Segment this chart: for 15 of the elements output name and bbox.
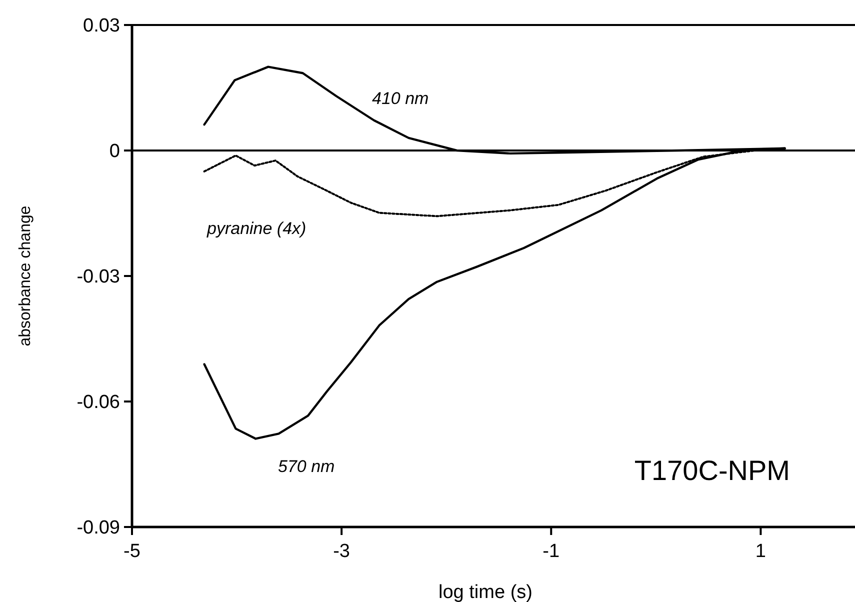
x-tick-label: -1 [542, 541, 560, 562]
y-tick-label: 0 [109, 141, 120, 162]
y-tick-label: -0.09 [76, 518, 120, 539]
series-label: 410 nm [372, 89, 429, 108]
y-tick-label: -0.06 [76, 392, 120, 414]
text: pyranine (4x) [206, 219, 306, 238]
x-tick-label: -5 [124, 541, 140, 562]
series-label: 570 nm [278, 457, 335, 476]
y-tick-label: 0.03 [83, 16, 120, 37]
x-tick-label: -3 [333, 541, 350, 562]
x-axis-title: log time (s) [438, 582, 532, 602]
y-axis-title: absorbance change [17, 206, 34, 346]
y-tick-label: -0.03 [76, 266, 120, 288]
annotation: T170C-NPM [634, 455, 790, 486]
x-tick-label: 1 [755, 541, 766, 562]
